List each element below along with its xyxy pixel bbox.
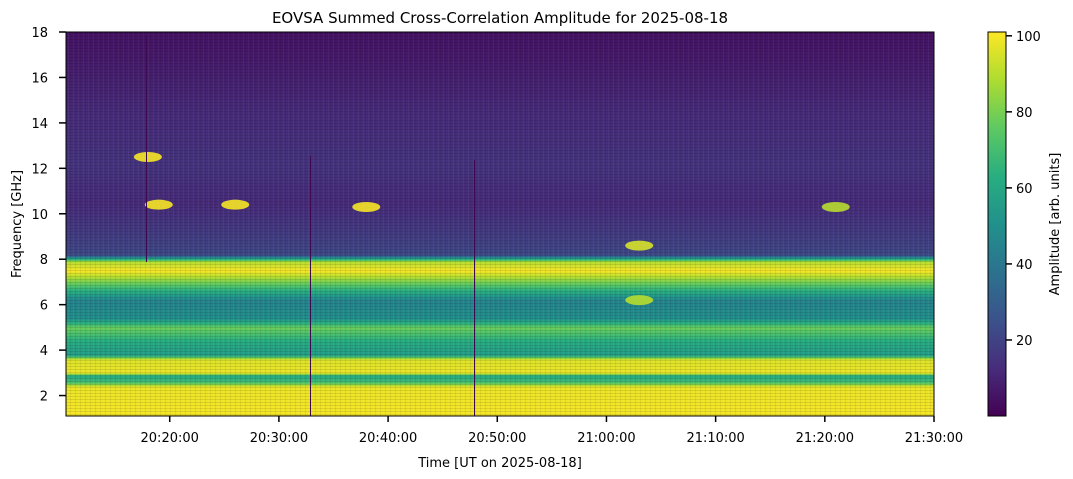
- bright-feature: [133, 151, 162, 162]
- x-tick-label: 21:20:00: [796, 431, 854, 446]
- bright-feature: [625, 295, 654, 306]
- y-tick-label: 10: [31, 208, 48, 223]
- x-tick-label: 20:30:00: [250, 431, 308, 446]
- colorbar-tick-label: 60: [1016, 182, 1033, 197]
- y-axis-label: Frequency [GHz]: [10, 170, 25, 278]
- gap-line-1: [146, 36, 147, 262]
- colorbar-tick-label: 40: [1016, 258, 1033, 273]
- chart-title: EOVSA Summed Cross-Correlation Amplitude…: [272, 9, 728, 27]
- y-tick-label: 4: [40, 344, 48, 359]
- gap-line-2: [310, 156, 311, 416]
- plot-frame: [65, 31, 935, 417]
- x-tick-label: 21:30:00: [905, 431, 963, 446]
- y-tick-label: 12: [31, 162, 48, 177]
- bright-feature: [144, 199, 173, 210]
- y-tick-label: 6: [40, 299, 48, 314]
- y-tick-label: 16: [31, 71, 48, 86]
- x-tick-label: 21:00:00: [577, 431, 635, 446]
- x-tick-label: 20:50:00: [468, 431, 526, 446]
- bright-feature: [821, 201, 850, 212]
- gap-line-3: [474, 160, 475, 416]
- bright-feature: [625, 240, 654, 251]
- colorbar: [987, 31, 1007, 417]
- y-tick-label: 14: [31, 117, 48, 132]
- bright-feature: [221, 199, 250, 210]
- colorbar-ticks: 20 40 60 80 100: [1006, 30, 1041, 349]
- bright-feature: [352, 201, 381, 212]
- y-axis-ticks: 2 4 6 8 10 12 14 16 18: [31, 26, 66, 405]
- colorbar-label: Amplitude [arb. units]: [1048, 153, 1063, 296]
- plot-area: [66, 32, 934, 416]
- grain-texture: [66, 32, 934, 416]
- x-axis-ticks: 20:20:00 20:30:00 20:40:00 20:50:00 21:00:00…: [141, 416, 963, 446]
- x-tick-label: 20:20:00: [141, 431, 199, 446]
- colorbar-tick-label: 80: [1016, 106, 1033, 121]
- x-tick-label: 20:40:00: [359, 431, 417, 446]
- x-axis-label: Time [UT on 2025-08-18]: [417, 456, 582, 471]
- bright-features: [133, 151, 850, 306]
- colorbar-tick-label: 20: [1016, 334, 1033, 349]
- colorbar-tick-label: 100: [1016, 30, 1041, 45]
- y-tick-label: 2: [40, 390, 48, 405]
- x-tick-label: 21:10:00: [686, 431, 744, 446]
- y-tick-label: 18: [31, 26, 48, 41]
- y-tick-label: 8: [40, 253, 48, 268]
